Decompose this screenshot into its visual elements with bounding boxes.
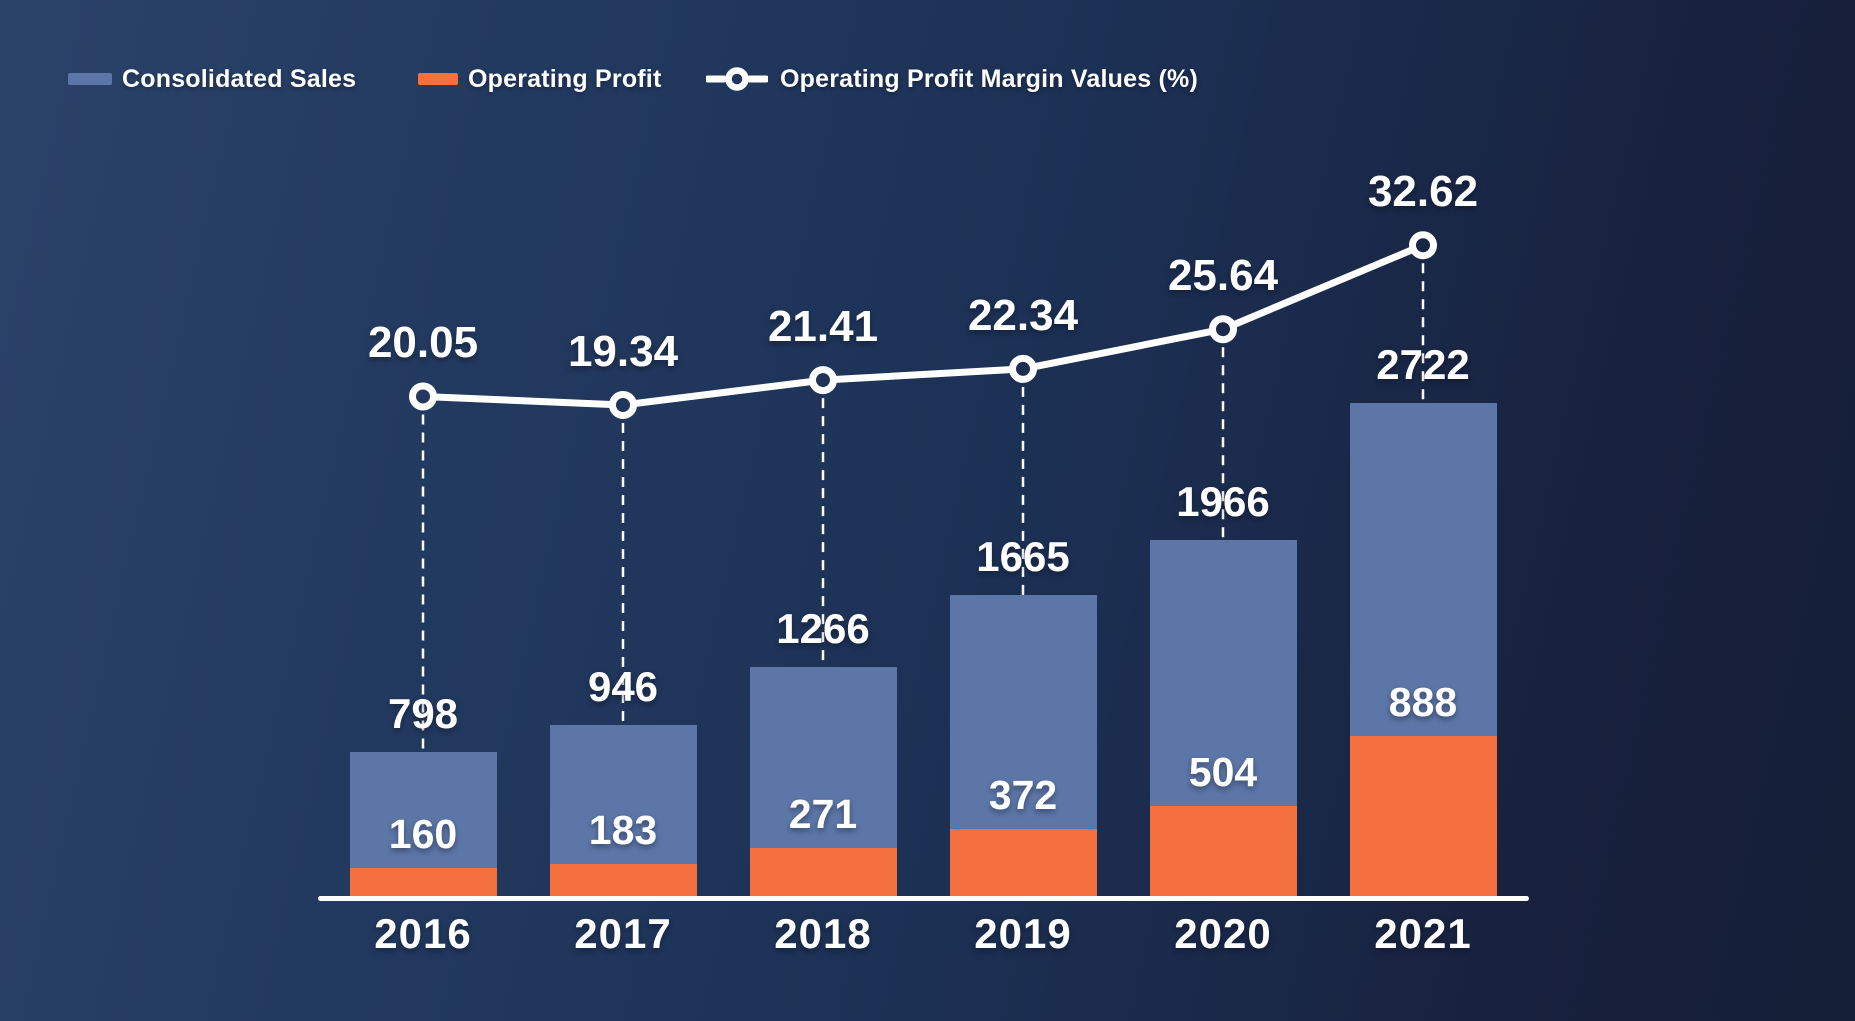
profit-value-label: 372	[988, 772, 1058, 819]
operating-profit-bar	[749, 847, 897, 897]
profit-value-label: 271	[788, 790, 858, 837]
margin-point-marker	[409, 382, 437, 411]
operating-profit-bar	[1149, 805, 1297, 897]
legend-label-consolidated-sales: Consolidated Sales	[122, 64, 357, 93]
x-axis-tick-label: 2016	[374, 910, 472, 957]
operating-profit-bar	[1349, 735, 1497, 897]
sales-value-label: 946	[587, 663, 659, 711]
sales-value-label: 1266	[776, 605, 870, 653]
consolidated-sales-swatch-icon	[68, 73, 112, 85]
margin-point-marker	[1009, 354, 1037, 383]
sales-value-label: 798	[387, 690, 459, 738]
margin-line	[419, 241, 1427, 409]
legend-item-margin-line: Operating Profit Margin Values (%)	[706, 62, 1198, 96]
profit-value-label: 504	[1188, 748, 1258, 795]
margin-value-label: 20.05	[367, 318, 479, 368]
margin-point-marker	[609, 391, 637, 419]
sales-value-label: 1966	[1176, 478, 1270, 526]
legend-label-margin-line: Operating Profit Margin Values (%)	[780, 64, 1198, 93]
legend-item-consolidated-sales: Consolidated Sales	[68, 62, 356, 96]
operating-profit-bar	[549, 863, 697, 897]
x-axis-tick-label: 2018	[774, 910, 872, 957]
x-axis-tick-label: 2019	[974, 910, 1072, 957]
margin-value-label: 32.62	[1367, 167, 1479, 217]
operating-profit-swatch-icon	[418, 73, 458, 85]
line-circle-marker-icon	[706, 67, 768, 91]
legend-item-operating-profit: Operating Profit	[418, 62, 661, 96]
margin-value-label: 21.41	[767, 302, 879, 352]
margin-point-marker	[1209, 315, 1237, 344]
operating-profit-bar	[949, 829, 1097, 897]
margin-value-label: 25.64	[1167, 251, 1279, 301]
profit-value-label: 183	[588, 806, 658, 853]
profit-value-label: 888	[1388, 678, 1458, 725]
margin-value-label: 22.34	[967, 290, 1079, 340]
margin-value-label: 19.34	[567, 327, 679, 376]
margin-point-marker	[1409, 231, 1437, 260]
profit-value-label: 160	[388, 810, 458, 857]
legend-label-operating-profit: Operating Profit	[468, 64, 662, 93]
margin-point-marker	[809, 366, 837, 395]
x-axis-line	[318, 896, 1529, 901]
sales-value-label: 2722	[1376, 341, 1470, 388]
sales-value-label: 1665	[976, 532, 1070, 580]
x-axis-tick-label: 2021	[1374, 910, 1472, 957]
x-axis-tick-label: 2020	[1174, 910, 1272, 957]
x-axis-tick-label: 2017	[574, 910, 672, 957]
operating-profit-bar	[349, 867, 497, 897]
